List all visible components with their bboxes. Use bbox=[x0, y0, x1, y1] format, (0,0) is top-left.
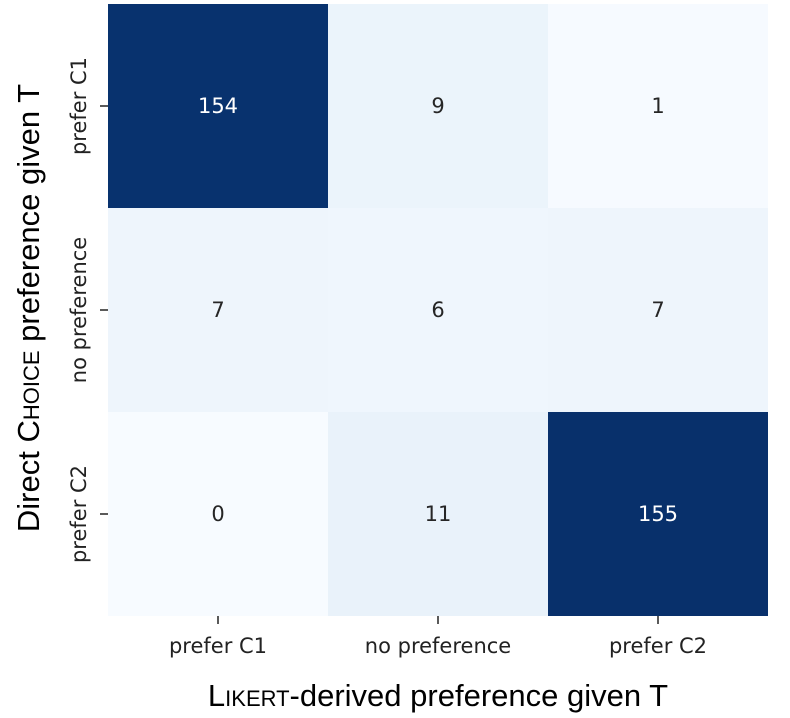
cell-value-label: 6 bbox=[431, 298, 444, 322]
x-tick-label: no preference bbox=[365, 634, 511, 658]
y-tick-label: prefer C1 bbox=[67, 57, 91, 155]
cell-value-label: 7 bbox=[211, 298, 224, 322]
x-tick-label: prefer C1 bbox=[169, 634, 267, 658]
heatmap-cell bbox=[328, 4, 548, 208]
y-tick-label: prefer C2 bbox=[67, 465, 91, 563]
cell-value-label: 9 bbox=[431, 94, 444, 118]
y-tick-label: no preference bbox=[67, 237, 91, 383]
x-axis-ticks: prefer C1 no preference prefer C2 bbox=[169, 616, 707, 658]
heatmap-cell bbox=[328, 208, 548, 412]
x-tick-label: prefer C2 bbox=[609, 634, 707, 658]
cell-value-label: 7 bbox=[651, 298, 664, 322]
cell-value-label: 11 bbox=[425, 502, 452, 526]
heatmap-cell bbox=[548, 412, 768, 616]
heatmap-cell bbox=[548, 208, 768, 412]
cell-value-label: 0 bbox=[211, 502, 224, 526]
y-axis-ticks: prefer C1 no preference prefer C2 bbox=[67, 57, 108, 563]
heatmap-cells: 154 9 1 7 6 7 0 11 155 bbox=[108, 4, 768, 616]
cell-value-label: 1 bbox=[651, 94, 664, 118]
heatmap-cell bbox=[108, 4, 328, 208]
heatmap-cell bbox=[328, 412, 548, 616]
y-axis-title: Direct CHOICE preference given T bbox=[11, 84, 46, 532]
heatmap-cell bbox=[548, 4, 768, 208]
heatmap-cell bbox=[108, 412, 328, 616]
cell-value-label: 154 bbox=[198, 94, 238, 118]
x-axis-title: LIKERT-derived preference given T bbox=[208, 678, 668, 713]
cell-value-label: 155 bbox=[638, 502, 678, 526]
heatmap-cell bbox=[108, 208, 328, 412]
